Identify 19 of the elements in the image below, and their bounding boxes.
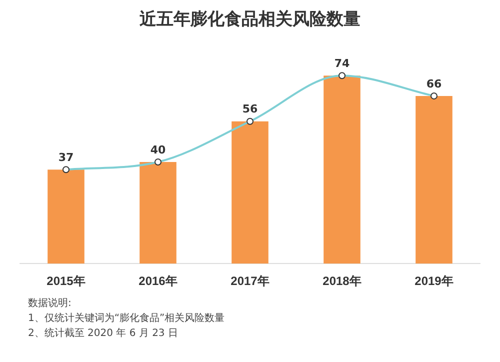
text: 2、统计截至 2020 年 6 月 23 日: [28, 326, 179, 341]
bar: [140, 162, 176, 264]
chart-title: 近五年膨化食品相关风险数量: [138, 10, 360, 30]
data-label: 37: [58, 150, 74, 164]
bar: [48, 170, 84, 264]
bar: [232, 121, 268, 264]
x-tick-label: 2015年: [46, 274, 86, 288]
data-label: 56: [242, 102, 258, 116]
x-tick-label: 2019年: [414, 274, 454, 288]
data-label: 66: [426, 77, 442, 90]
data-label: 40: [150, 143, 166, 156]
text: 数据说明:: [28, 297, 72, 311]
x-tick-label: 2016年: [138, 274, 178, 288]
x-tick-label: 2018年: [322, 274, 362, 288]
bar: [324, 76, 360, 264]
data-label: 74: [334, 57, 350, 70]
x-tick-label: 2017年: [230, 274, 270, 288]
bar: [416, 96, 452, 264]
text: 1、仅统计关键词为“膨化食品”相关风险数量: [28, 312, 225, 326]
